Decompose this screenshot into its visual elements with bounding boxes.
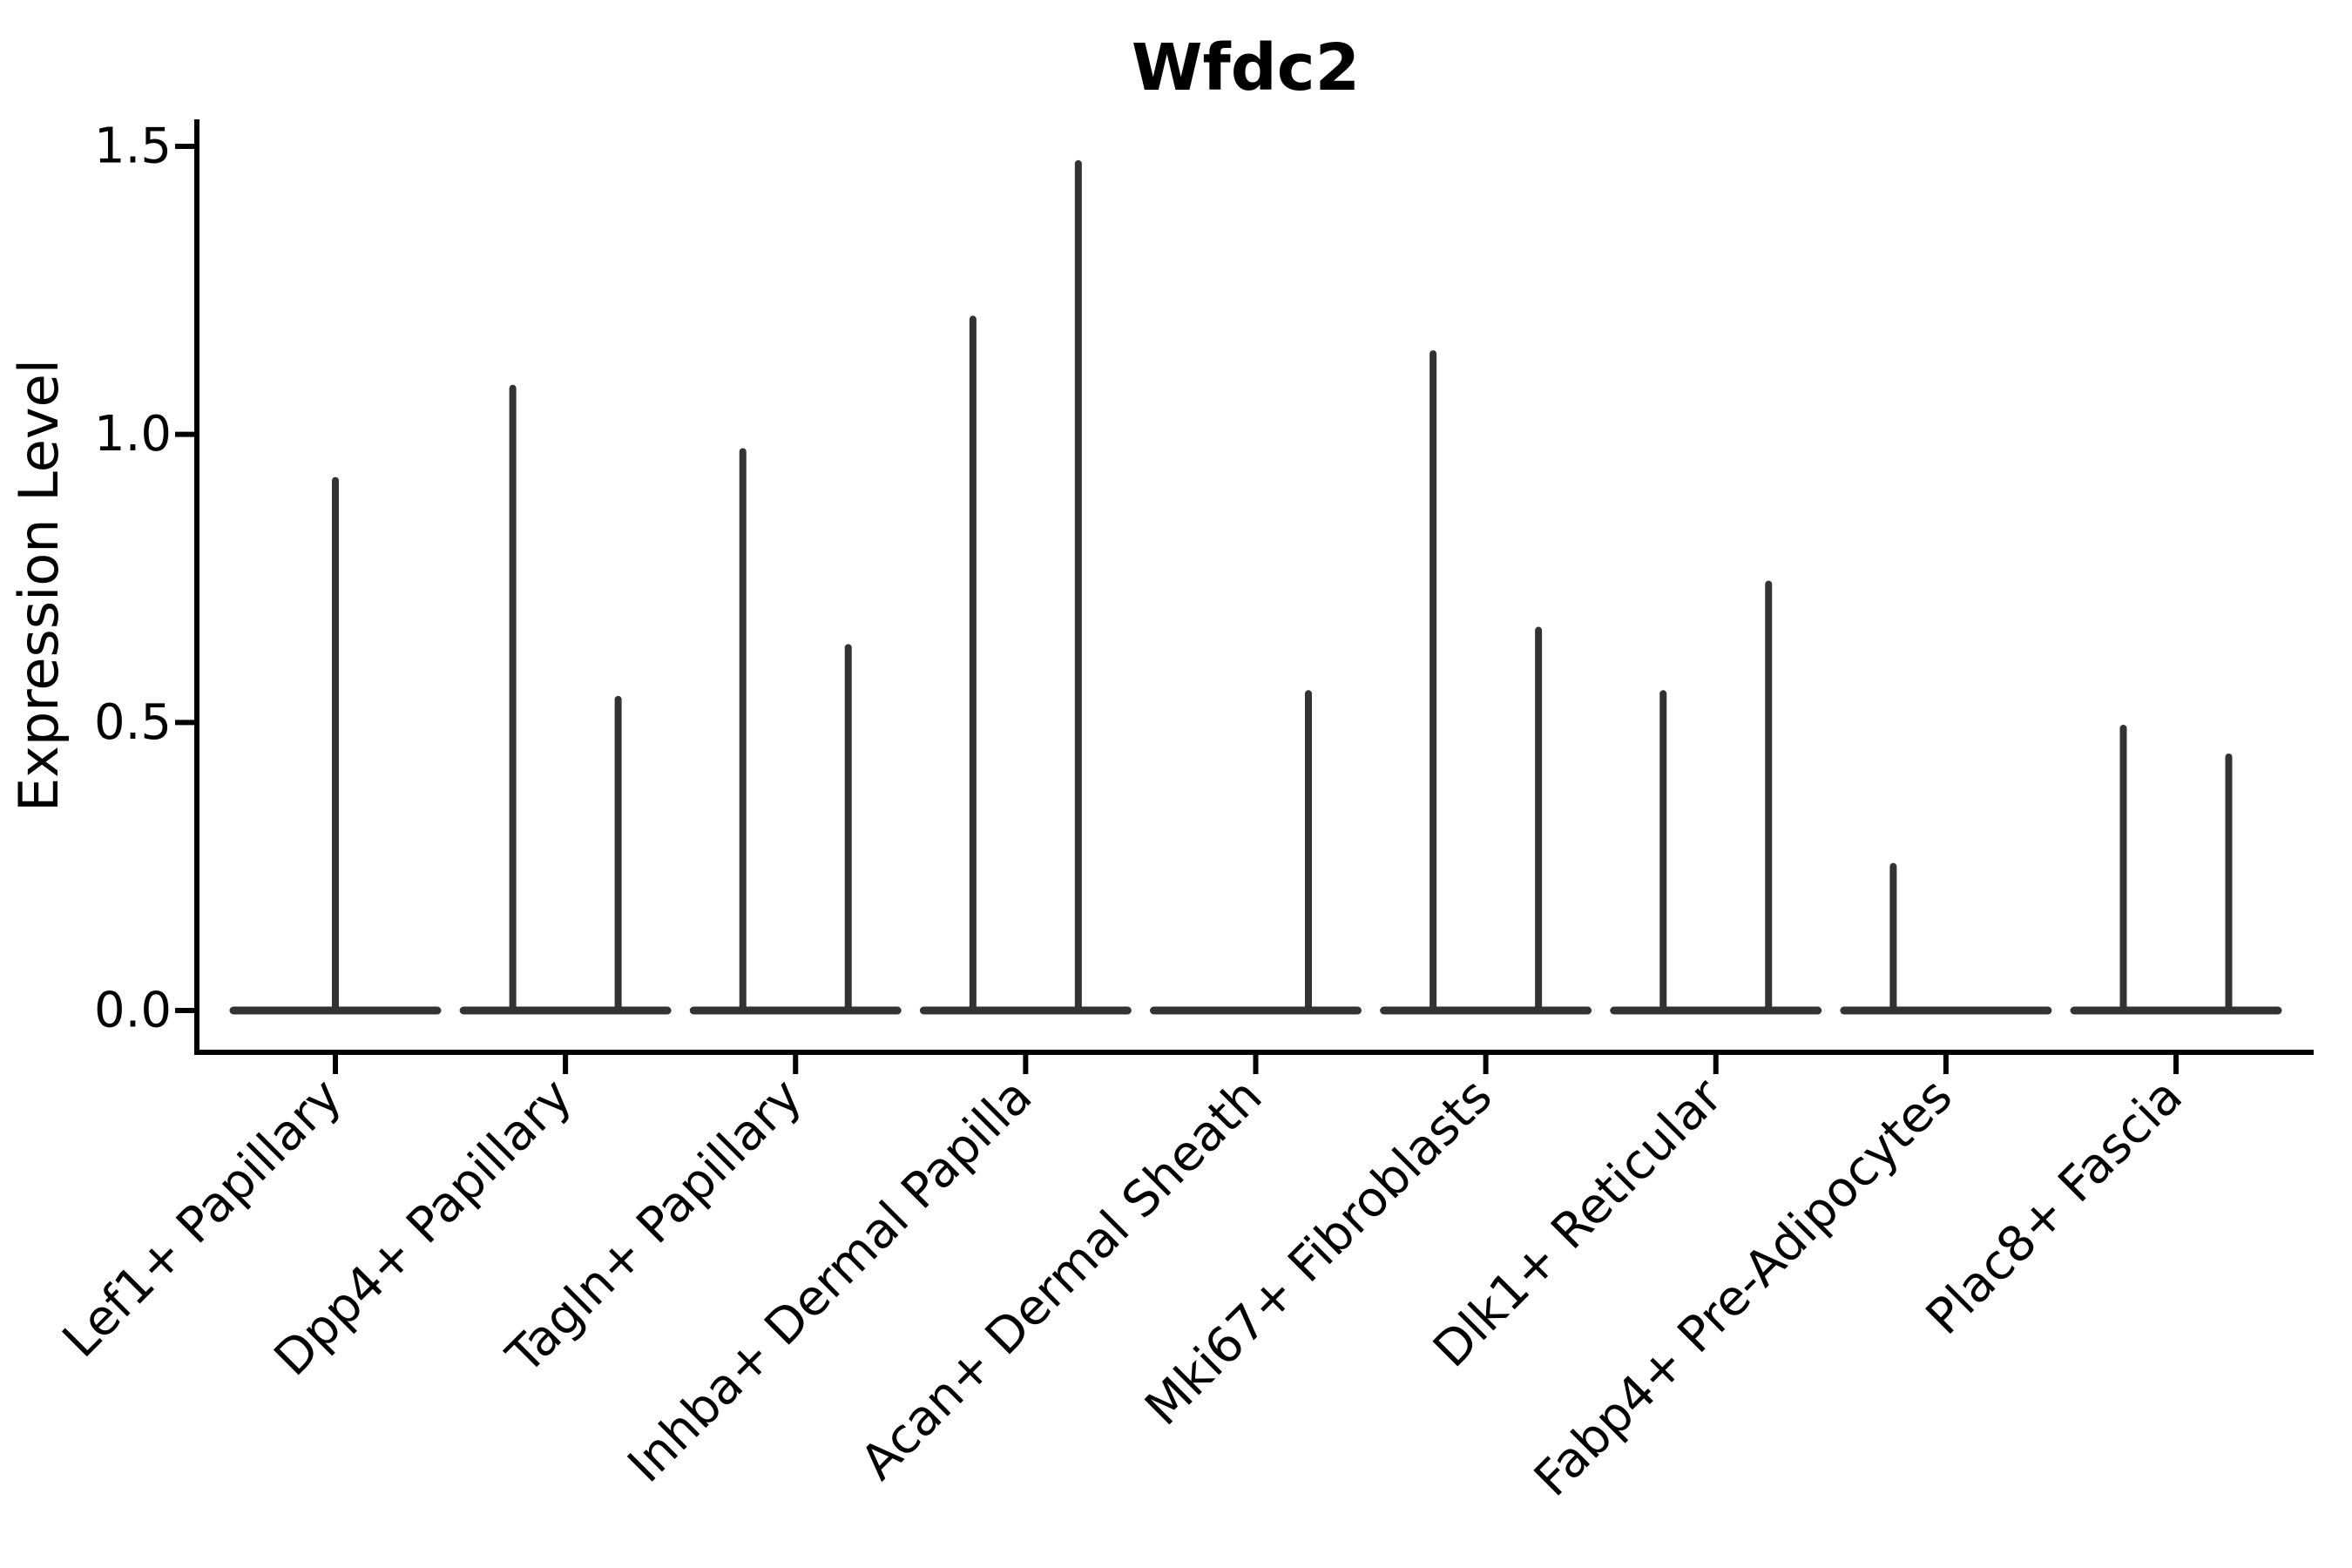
- y-tick-label: 0.5: [94, 694, 172, 751]
- y-axis-label: Expression Level: [7, 359, 71, 812]
- y-tick-label: 1.0: [94, 406, 172, 463]
- x-tick-label: Fabp4+ Pre-Adipocytes: [1524, 1068, 1963, 1508]
- x-tick-label: Inhba+ Dermal Papilla: [618, 1068, 1044, 1494]
- violins-layer: [229, 159, 2282, 1015]
- y-tick-label: 0.0: [94, 983, 172, 1039]
- x-tick-label: Acan+ Dermal Sheath: [850, 1068, 1274, 1491]
- y-tick-label: 1.5: [94, 118, 172, 175]
- chart-title: Wfdc2: [1132, 30, 1360, 105]
- axes-layer: [175, 119, 2314, 1074]
